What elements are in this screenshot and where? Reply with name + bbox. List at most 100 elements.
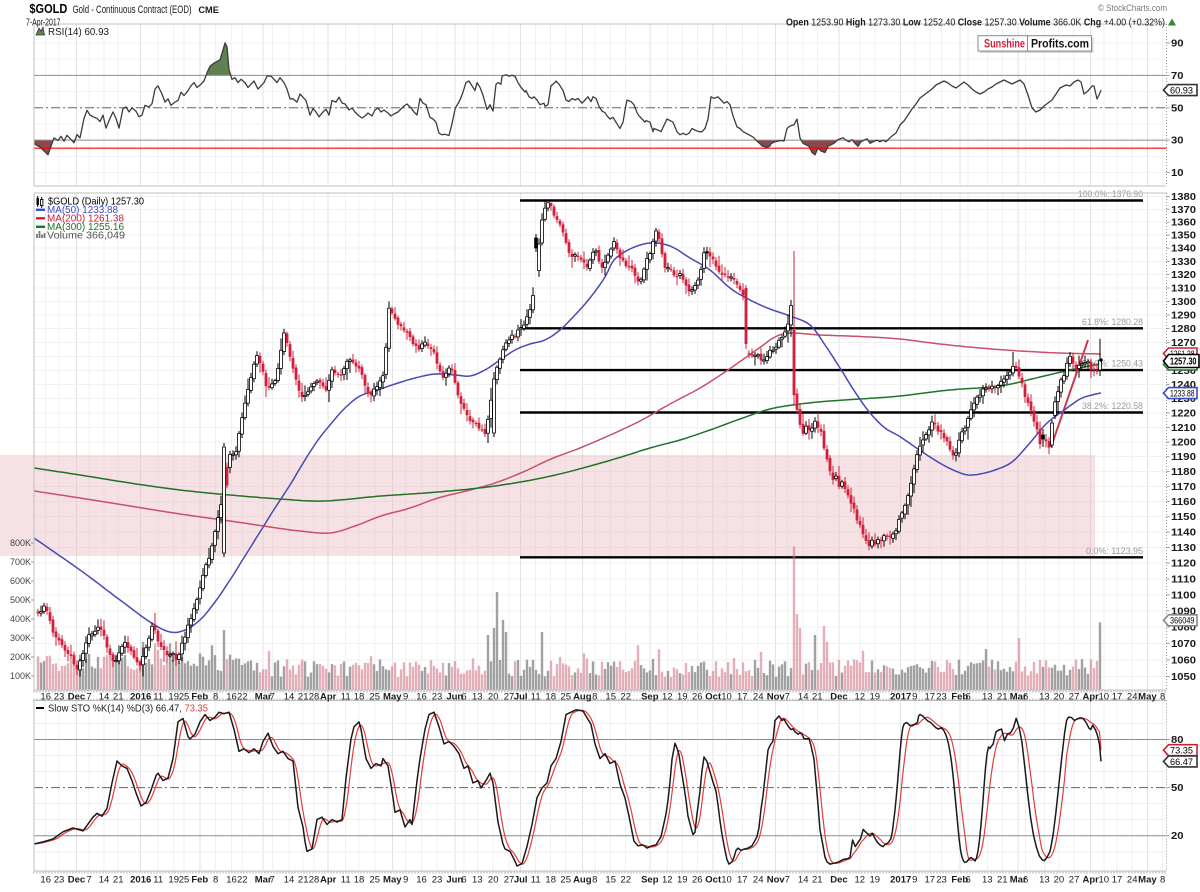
svg-text:Dec: Dec (830, 692, 847, 703)
svg-text:366049: 366049 (1170, 616, 1195, 626)
svg-text:2016: 2016 (130, 692, 151, 703)
svg-text:9: 9 (912, 875, 917, 886)
svg-text:Mar: Mar (255, 875, 272, 886)
svg-text:25: 25 (179, 692, 190, 703)
svg-text:11: 11 (531, 875, 541, 886)
svg-text:23: 23 (432, 692, 443, 703)
svg-text:2017: 2017 (890, 692, 911, 703)
svg-text:12: 12 (662, 875, 673, 886)
svg-text:Apr: Apr (320, 875, 337, 886)
svg-text:12: 12 (855, 875, 866, 886)
svg-text:7-Apr-2017: 7-Apr-2017 (26, 18, 61, 29)
svg-text:$GOLD: $GOLD (29, 1, 67, 16)
svg-text:1310: 1310 (1171, 283, 1196, 295)
svg-text:7: 7 (86, 875, 91, 886)
svg-text:19: 19 (677, 875, 688, 886)
svg-text:Apr: Apr (1083, 692, 1100, 703)
svg-text:23: 23 (54, 692, 65, 703)
svg-text:12: 12 (662, 692, 673, 703)
svg-text:25: 25 (179, 875, 190, 886)
svg-text:90: 90 (1171, 38, 1184, 50)
svg-text:1370: 1370 (1171, 204, 1196, 216)
svg-text:1330: 1330 (1171, 256, 1196, 268)
svg-text:14: 14 (99, 875, 110, 886)
svg-text:Apr: Apr (1083, 875, 1100, 886)
svg-text:12: 12 (855, 692, 866, 703)
svg-text:2016: 2016 (130, 875, 151, 886)
svg-text:16: 16 (40, 875, 51, 886)
svg-text:17: 17 (737, 875, 748, 886)
svg-text:20: 20 (488, 875, 499, 886)
svg-text:24: 24 (753, 692, 764, 703)
svg-text:27: 27 (504, 875, 515, 886)
svg-text:10: 10 (721, 692, 732, 703)
svg-text:Apr: Apr (320, 692, 337, 703)
svg-text:27: 27 (1069, 692, 1080, 703)
svg-text:1160: 1160 (1171, 496, 1196, 508)
svg-text:1350: 1350 (1171, 230, 1196, 242)
svg-text:400K: 400K (10, 614, 31, 624)
svg-text:20: 20 (1171, 830, 1184, 842)
svg-text:7: 7 (270, 692, 275, 703)
svg-text:50: 50 (1171, 102, 1184, 114)
svg-text:13: 13 (982, 875, 993, 886)
svg-text:11: 11 (153, 875, 163, 886)
svg-text:1290: 1290 (1171, 310, 1196, 322)
svg-text:Sep: Sep (641, 875, 659, 886)
svg-text:19: 19 (870, 692, 881, 703)
svg-text:20: 20 (1054, 875, 1065, 886)
svg-text:27: 27 (504, 692, 515, 703)
svg-text:Feb: Feb (951, 692, 968, 703)
svg-text:Dec: Dec (68, 875, 85, 886)
svg-text:CME: CME (198, 5, 219, 16)
svg-text:15: 15 (605, 875, 616, 886)
svg-text:16: 16 (226, 875, 237, 886)
svg-text:6: 6 (966, 692, 971, 703)
svg-text:22: 22 (620, 692, 631, 703)
svg-text:May: May (1138, 692, 1157, 703)
svg-text:1100: 1100 (1171, 589, 1196, 601)
svg-text:10: 10 (1099, 875, 1110, 886)
svg-text:11: 11 (341, 875, 351, 886)
svg-text:22: 22 (237, 875, 248, 886)
svg-text:80: 80 (1171, 734, 1184, 746)
svg-text:21: 21 (298, 875, 309, 886)
svg-text:24: 24 (1127, 692, 1138, 703)
svg-text:26: 26 (692, 875, 703, 886)
svg-text:16: 16 (416, 875, 427, 886)
svg-text:10: 10 (1099, 692, 1110, 703)
svg-text:Jul: Jul (514, 875, 528, 886)
svg-text:Feb: Feb (951, 875, 968, 886)
svg-text:25: 25 (560, 692, 571, 703)
svg-text:1110: 1110 (1171, 573, 1196, 585)
svg-text:66.47: 66.47 (1170, 757, 1193, 767)
svg-text:1070: 1070 (1171, 638, 1196, 650)
svg-text:1270: 1270 (1171, 337, 1196, 349)
svg-text:18: 18 (354, 875, 365, 886)
svg-text:6: 6 (461, 875, 466, 886)
svg-text:Aug: Aug (573, 875, 592, 886)
svg-text:1060: 1060 (1171, 654, 1196, 666)
svg-text:Oct: Oct (705, 692, 722, 703)
svg-text:70: 70 (1171, 70, 1184, 82)
svg-text:Slow STO %K(14) %D(3) 66.47, 7: Slow STO %K(14) %D(3) 66.47, 73.35 (48, 704, 208, 715)
svg-text:1360: 1360 (1171, 217, 1196, 229)
svg-text:MA(50) 1233.88: MA(50) 1233.88 (47, 205, 118, 216)
svg-text:8: 8 (213, 875, 218, 886)
svg-text:1380: 1380 (1171, 191, 1196, 203)
svg-text:21: 21 (113, 875, 124, 886)
svg-text:Open 1253.90 High 1273.30 Low: Open 1253.90 High 1273.30 Low 1252.40 Cl… (786, 18, 1165, 29)
svg-text:800K: 800K (10, 538, 31, 548)
svg-text:700K: 700K (10, 557, 31, 567)
svg-text:28: 28 (309, 692, 320, 703)
svg-text:1050: 1050 (1171, 671, 1196, 683)
svg-text:30: 30 (1171, 135, 1184, 147)
svg-text:1340: 1340 (1171, 243, 1196, 255)
svg-text:18: 18 (545, 692, 556, 703)
svg-text:1140: 1140 (1171, 527, 1196, 539)
svg-text:14: 14 (798, 875, 809, 886)
svg-text:13: 13 (472, 692, 483, 703)
svg-text:Volume 366,049: Volume 366,049 (47, 231, 125, 242)
svg-text:9: 9 (403, 692, 408, 703)
svg-text:8: 8 (1160, 875, 1165, 886)
